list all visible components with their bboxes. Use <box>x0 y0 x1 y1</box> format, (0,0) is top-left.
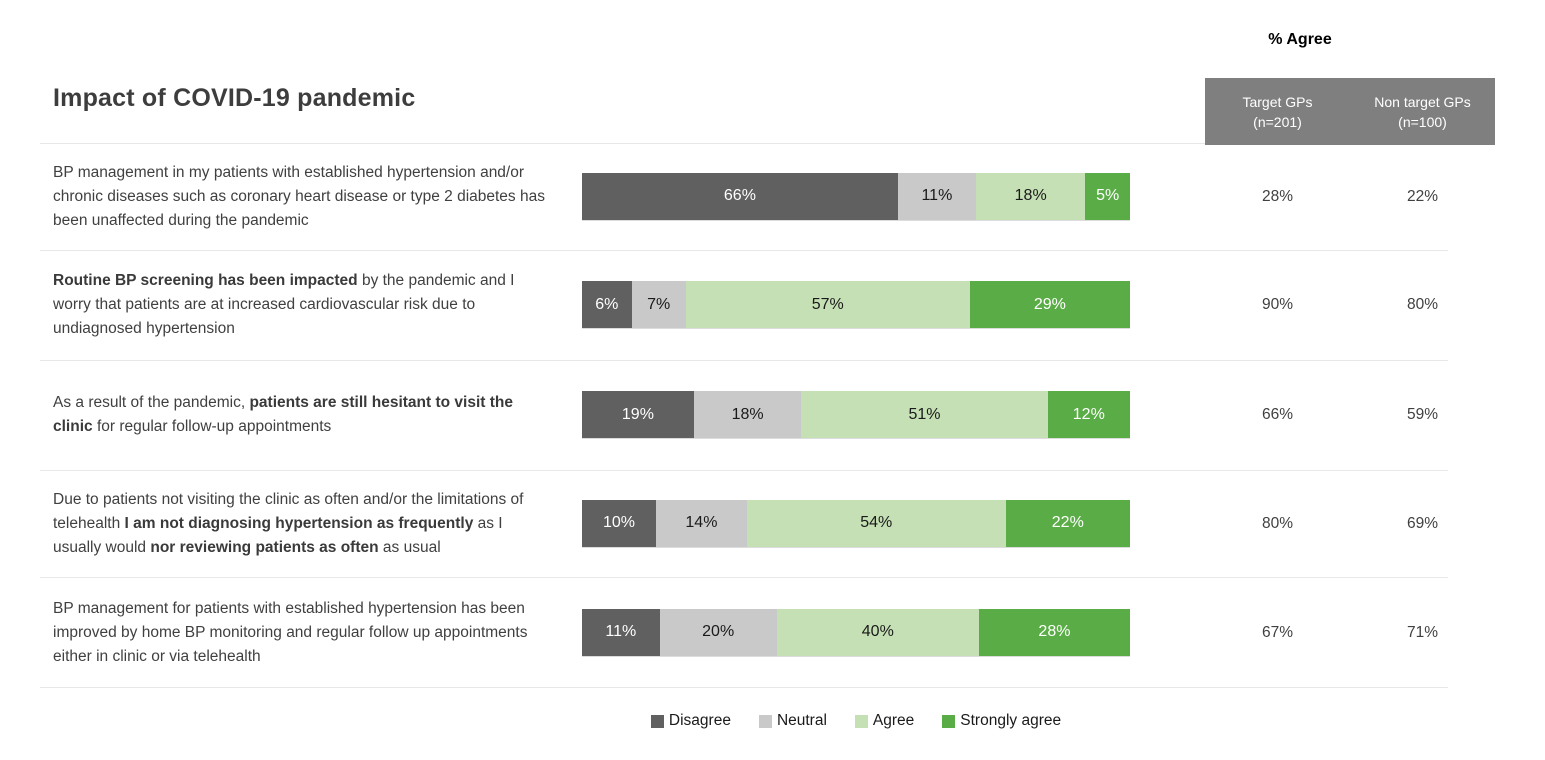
statement-plain-text: As a result of the pandemic, <box>53 394 250 411</box>
statement-text: BP management in my patients with establ… <box>40 161 582 233</box>
target-gps-value: 80% <box>1261 514 1294 532</box>
statement-plain-text: Due to patients not visiting the clinic … <box>53 490 524 532</box>
legend-label-agree: Agree <box>872 712 915 729</box>
page-title: Impact of COVID-19 pandemic <box>53 84 416 112</box>
chart-rows: BP management in my patients with establ… <box>40 143 1495 688</box>
statement-plain-text: for regular follow-up appointments <box>92 418 332 435</box>
statement-bold-text: Routine BP screening has been impacted <box>53 272 358 289</box>
target-gps-value: 66% <box>1261 406 1294 423</box>
stacked-bar: 10% 14% 54% 22% <box>582 499 1130 548</box>
statement-bold-text: patients are still hesitant to visit the… <box>53 394 513 435</box>
non-target-gps-n: (n=100) <box>1398 113 1447 130</box>
target-gps-header: Target GPs (n=201) <box>1205 78 1350 145</box>
legend: Disagree Neutral Agree Strongly agree <box>582 712 1130 730</box>
legend-swatch-strongly-agree-icon <box>942 714 956 728</box>
legend-swatch-agree-icon <box>854 714 868 728</box>
percent-agree-heading: % Agree <box>1268 31 1332 48</box>
statement-bold-text: I am not diagnosing hypertension as freq… <box>124 514 474 532</box>
statement-row: Routine BP screening has been impacted b… <box>40 250 1495 360</box>
non-target-gps-header: Non target GPs (n=100) <box>1350 78 1495 145</box>
agree-columns-header: Target GPs (n=201) Non target GPs (n=100… <box>1205 78 1495 145</box>
legend-swatch-disagree-icon <box>650 714 664 728</box>
bar-segment-strongly-agree: 28% <box>978 608 1130 656</box>
non-target-gps-value: 80% <box>1406 296 1439 313</box>
statement-row: Due to patients not visiting the clinic … <box>40 470 1495 577</box>
legend-label-strongly-agree: Strongly agree <box>960 712 1062 729</box>
stacked-bar: 19% 18% 51% 12% <box>582 391 1131 439</box>
legend-item-agree: Agree <box>854 712 915 730</box>
target-gps-value: 67% <box>1261 623 1294 641</box>
bar-segment-disagree: 6% <box>582 281 632 328</box>
bar-segment-strongly-agree: 22% <box>1005 499 1130 547</box>
statement-row: BP management for patients with establis… <box>40 577 1495 688</box>
bar-segment-neutral: 20% <box>659 608 777 656</box>
statement-row: BP management in my patients with establ… <box>40 143 1495 250</box>
bar-segment-agree: 40% <box>776 608 979 656</box>
non-target-gps-value: 71% <box>1406 623 1439 641</box>
statement-plain-text: BP management in my patients with establ… <box>53 163 545 229</box>
bar-segment-agree: 18% <box>975 172 1086 220</box>
bar-segment-agree: 54% <box>746 499 1006 547</box>
target-gps-label: Target GPs <box>1242 93 1313 110</box>
legend-item-strongly-agree: Strongly agree <box>942 712 1061 730</box>
statement-row: As a result of the pandemic, patients ar… <box>40 360 1495 470</box>
stacked-bar: 11% 20% 40% 28% <box>582 608 1130 657</box>
statement-text: Due to patients not visiting the clinic … <box>40 488 582 560</box>
legend-label-disagree: Disagree <box>668 712 731 729</box>
legend-swatch-neutral-icon <box>758 714 772 728</box>
bar-segment-disagree: 11% <box>582 608 660 656</box>
statement-bold-text: nor reviewing patients as often <box>150 538 379 556</box>
bar-segment-strongly-agree: 29% <box>969 281 1131 328</box>
target-gps-n: (n=201) <box>1253 113 1302 130</box>
non-target-gps-value: 59% <box>1406 406 1439 423</box>
statement-text: BP management for patients with establis… <box>40 597 582 669</box>
bar-segment-neutral: 7% <box>631 281 686 328</box>
legend-label-neutral: Neutral <box>776 712 827 729</box>
target-gps-value: 28% <box>1261 187 1294 205</box>
bar-segment-strongly-agree: 5% <box>1085 172 1130 220</box>
statement-plain-text: as usual <box>378 538 441 556</box>
bar-segment-disagree: 66% <box>582 172 898 220</box>
statement-plain-text: BP management for patients with establis… <box>53 599 528 665</box>
bar-segment-agree: 57% <box>685 281 970 328</box>
bar-segment-neutral: 18% <box>693 391 802 438</box>
bar-segment-neutral: 14% <box>656 499 747 547</box>
statement-plain-text: as I usually would <box>53 514 503 556</box>
legend-item-neutral: Neutral <box>758 712 827 730</box>
non-target-gps-label: Non target GPs <box>1374 93 1471 110</box>
stacked-bar: 66% 11% 18% 5% <box>582 172 1130 221</box>
bar-segment-neutral: 11% <box>897 172 976 220</box>
statement-text: Routine BP screening has been impacted b… <box>40 269 582 341</box>
non-target-gps-value: 69% <box>1406 514 1439 532</box>
non-target-gps-value: 22% <box>1406 187 1439 205</box>
stacked-bar: 6% 7% 57% 29% <box>582 281 1131 329</box>
legend-item-disagree: Disagree <box>650 712 731 730</box>
statement-text: As a result of the pandemic, patients ar… <box>40 391 582 439</box>
bar-segment-disagree: 19% <box>582 391 694 438</box>
bar-segment-agree: 51% <box>801 391 1048 438</box>
statement-plain-text: by the pandemic and I worry that patient… <box>53 272 515 337</box>
bar-segment-strongly-agree: 12% <box>1047 391 1131 438</box>
bar-segment-disagree: 10% <box>582 499 657 547</box>
target-gps-value: 90% <box>1261 296 1294 313</box>
